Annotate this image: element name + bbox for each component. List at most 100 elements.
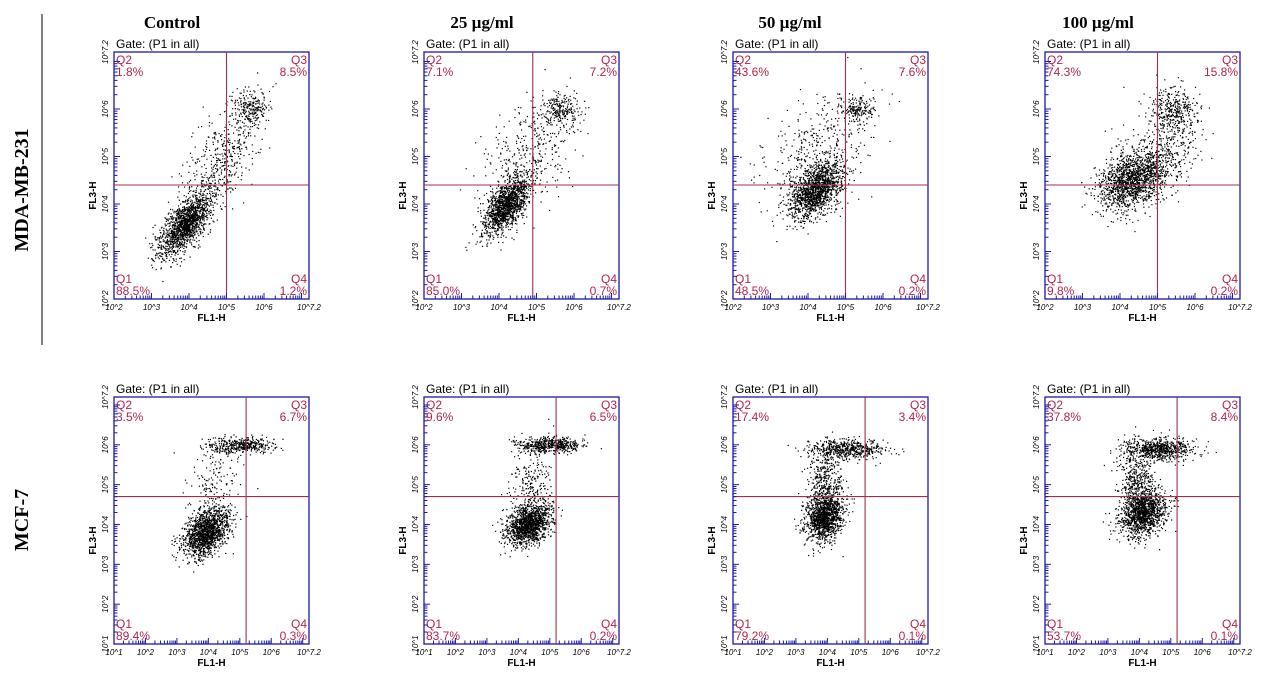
scatter-point — [514, 177, 516, 179]
scatter-point — [553, 103, 555, 105]
scatter-point — [493, 197, 495, 199]
scatter-point — [238, 146, 240, 148]
scatter-point — [555, 115, 557, 117]
scatter-point — [248, 115, 250, 117]
scatter-point — [160, 237, 162, 239]
scatter-point — [250, 101, 252, 103]
scatter-point — [191, 229, 193, 231]
scatter-point — [178, 230, 180, 232]
scatter-point — [798, 189, 800, 191]
scatter-point — [183, 217, 185, 219]
scatter-point — [510, 185, 512, 187]
scatter-point — [495, 218, 498, 221]
scatter-point — [189, 230, 191, 232]
scatter-point — [488, 212, 490, 214]
scatter-point — [557, 112, 559, 114]
scatter-point — [186, 214, 188, 217]
scatter-point — [214, 138, 216, 140]
scatter-point — [206, 198, 208, 200]
scatter-point — [505, 224, 507, 226]
scatter-point — [489, 213, 491, 215]
scatter-point — [244, 86, 246, 88]
scatter-point — [468, 242, 470, 244]
scatter-point — [489, 237, 491, 239]
scatter-point — [200, 231, 202, 233]
scatter-point — [168, 250, 170, 252]
scatter-point — [501, 186, 503, 188]
scatter-point — [502, 205, 504, 207]
scatter-point — [256, 110, 258, 112]
scatter-point — [495, 206, 497, 208]
scatter-point — [201, 213, 203, 216]
scatter-point — [185, 227, 187, 229]
scatter-point — [205, 167, 207, 170]
scatter-point — [558, 103, 560, 105]
scatter-point — [789, 198, 791, 200]
scatter-point — [793, 202, 795, 204]
scatter-point — [268, 90, 271, 93]
scatter-point — [203, 214, 206, 216]
scatter-point — [796, 193, 798, 196]
scatter-point — [186, 223, 188, 225]
scatter-point — [193, 228, 195, 230]
scatter-point — [181, 233, 183, 235]
scatter-point — [490, 216, 492, 218]
scatter-point — [516, 170, 518, 172]
scatter-point — [212, 180, 214, 182]
scatter-point — [187, 211, 189, 213]
scatter-point — [517, 180, 519, 182]
scatter-point — [535, 171, 537, 173]
scatter-point — [558, 105, 560, 107]
scatter-point — [223, 149, 225, 151]
scatter-point — [510, 193, 512, 195]
scatter-point — [198, 205, 200, 208]
scatter-point — [182, 208, 184, 211]
scatter-point — [191, 224, 193, 226]
scatter-point — [188, 187, 191, 189]
scatter-point — [827, 190, 829, 192]
scatter-point — [564, 117, 566, 119]
scatter-point — [540, 179, 542, 181]
x-tick-label: 10^5 — [218, 303, 236, 312]
scatter-point — [573, 119, 575, 121]
scatter-point — [183, 259, 185, 261]
scatter-point — [171, 215, 173, 217]
scatter-point — [180, 222, 183, 224]
scatter-point — [521, 192, 523, 194]
scatter-point — [202, 219, 204, 221]
scatter-point — [204, 174, 206, 176]
scatter-point — [514, 204, 516, 206]
scatter-point — [501, 213, 503, 215]
scatter-point — [160, 244, 162, 246]
scatter-point — [554, 108, 556, 110]
scatter-point — [543, 143, 545, 145]
scatter-point — [177, 228, 179, 230]
scatter-point — [190, 215, 192, 217]
scatter-point — [176, 219, 178, 221]
scatter-point — [167, 231, 169, 233]
scatter-point — [500, 191, 502, 193]
scatter-point — [180, 216, 182, 218]
scatter-point — [499, 196, 501, 198]
scatter-point — [508, 182, 510, 184]
scatter-point — [515, 162, 517, 164]
scatter-point — [551, 148, 553, 151]
scatter-point — [193, 204, 195, 206]
scatter-point — [515, 194, 518, 196]
scatter-point — [486, 212, 488, 215]
scatter-point — [488, 208, 490, 211]
scatter-point — [569, 109, 571, 111]
scatter-point — [507, 210, 509, 212]
scatter-point — [803, 223, 806, 225]
scatter-point — [512, 214, 514, 216]
scatter-point — [518, 181, 520, 183]
scatter-point — [172, 241, 174, 243]
scatter-point — [189, 196, 191, 198]
scatter-point — [806, 195, 808, 197]
scatter-point — [523, 202, 525, 204]
scatter-point — [793, 217, 795, 219]
scatter-point — [505, 212, 507, 214]
scatter-point — [203, 199, 205, 201]
scatter-point — [513, 186, 515, 188]
